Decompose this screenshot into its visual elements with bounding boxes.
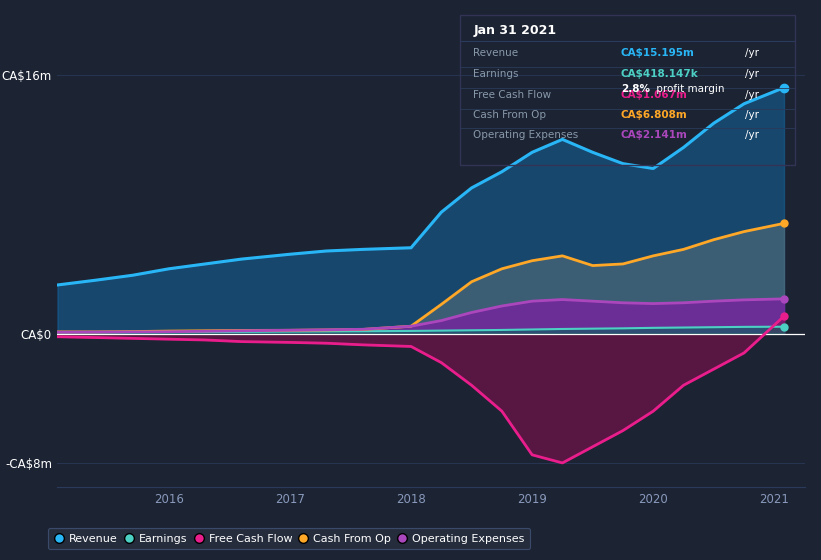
Text: /yr: /yr xyxy=(745,69,759,79)
Text: CA$6.808m: CA$6.808m xyxy=(621,110,687,119)
Text: CA$1.067m: CA$1.067m xyxy=(621,90,688,100)
Text: CA$2.141m: CA$2.141m xyxy=(621,130,688,141)
Text: /yr: /yr xyxy=(745,110,759,119)
Text: /yr: /yr xyxy=(745,90,759,100)
Text: Jan 31 2021: Jan 31 2021 xyxy=(474,24,557,37)
Text: Revenue: Revenue xyxy=(474,48,519,58)
Text: Operating Expenses: Operating Expenses xyxy=(474,130,579,141)
Text: Free Cash Flow: Free Cash Flow xyxy=(474,90,552,100)
Text: 2.8%: 2.8% xyxy=(621,84,649,94)
Legend: Revenue, Earnings, Free Cash Flow, Cash From Op, Operating Expenses: Revenue, Earnings, Free Cash Flow, Cash … xyxy=(48,528,530,549)
Text: Cash From Op: Cash From Op xyxy=(474,110,547,119)
Text: /yr: /yr xyxy=(745,48,759,58)
Text: CA$418.147k: CA$418.147k xyxy=(621,69,699,79)
Text: profit margin: profit margin xyxy=(653,84,724,94)
Text: Earnings: Earnings xyxy=(474,69,519,79)
Text: CA$15.195m: CA$15.195m xyxy=(621,48,695,58)
Text: /yr: /yr xyxy=(745,130,759,141)
